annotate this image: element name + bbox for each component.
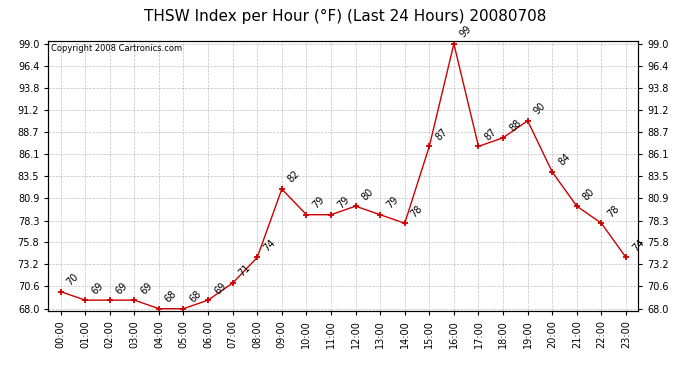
Text: 88: 88 [507, 118, 523, 134]
Text: 87: 87 [482, 126, 498, 142]
Text: 82: 82 [286, 169, 302, 185]
Text: THSW Index per Hour (°F) (Last 24 Hours) 20080708: THSW Index per Hour (°F) (Last 24 Hours)… [144, 9, 546, 24]
Text: 69: 69 [114, 280, 130, 296]
Text: 70: 70 [65, 272, 81, 287]
Text: 69: 69 [139, 280, 155, 296]
Text: 68: 68 [163, 289, 179, 304]
Text: 99: 99 [458, 24, 474, 40]
Text: 69: 69 [213, 280, 228, 296]
Text: 90: 90 [532, 101, 548, 117]
Text: 78: 78 [606, 203, 622, 219]
Text: 74: 74 [630, 237, 646, 253]
Text: 78: 78 [409, 203, 425, 219]
Text: 68: 68 [188, 289, 204, 304]
Text: 71: 71 [237, 263, 253, 279]
Text: 79: 79 [384, 195, 400, 210]
Text: Copyright 2008 Cartronics.com: Copyright 2008 Cartronics.com [51, 44, 182, 53]
Text: 79: 79 [335, 195, 351, 210]
Text: 87: 87 [433, 126, 449, 142]
Text: 79: 79 [310, 195, 326, 210]
Text: 80: 80 [581, 186, 597, 202]
Text: 80: 80 [359, 186, 375, 202]
Text: 69: 69 [89, 280, 105, 296]
Text: 84: 84 [556, 152, 572, 168]
Text: 74: 74 [262, 237, 277, 253]
